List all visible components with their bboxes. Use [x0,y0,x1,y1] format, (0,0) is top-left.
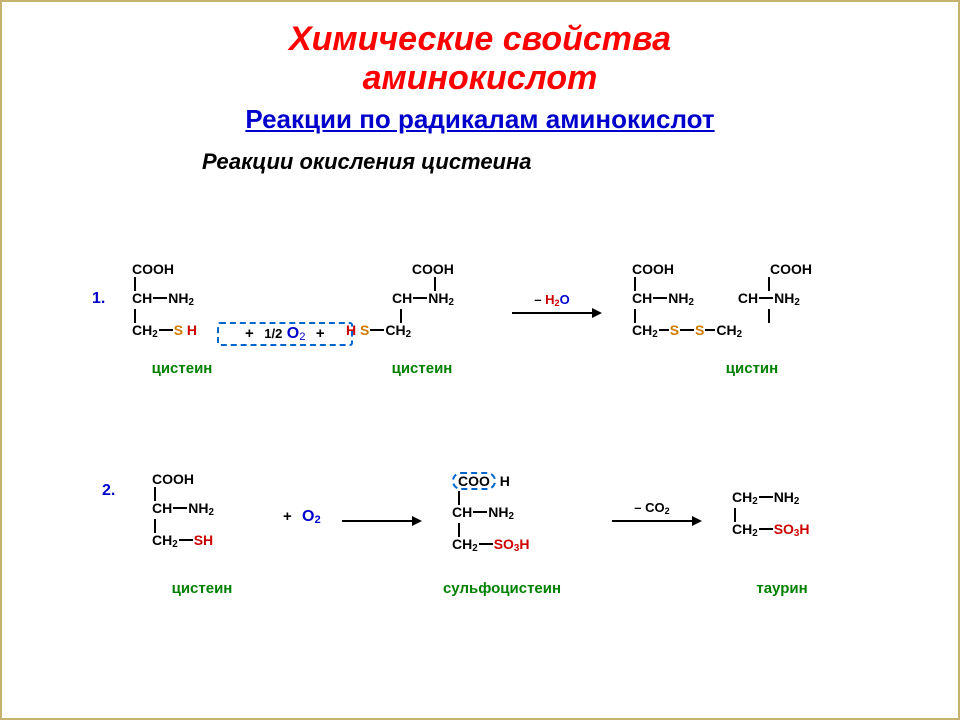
txt: CH [738,290,758,306]
txt: CH [132,322,152,338]
r2-label-right: таурин [722,580,842,597]
txt: COOH [632,261,674,277]
txt: 2 [299,331,305,343]
r1-oxidant-box: H + 1/2 O2 + H [217,322,353,346]
r1-cysteine-right: COOH CHNH2 H SCH2 [392,262,454,340]
txt: 2 [152,329,157,340]
txt: H [545,292,554,307]
arrow-icon [512,306,602,320]
txt: O [560,292,570,307]
txt: H [187,322,197,338]
txt: NH [774,489,794,505]
txt: COOH [770,261,812,277]
txt: 2 [794,297,799,308]
r2-arrow-2: – CO2 [612,492,702,552]
slide-title: Химические свойства аминокислот [2,20,958,98]
r2-sulfocysteine: COO H CHNH2 CH2SO3H [452,472,530,554]
txt: CH [152,500,172,516]
txt: CH [452,504,472,520]
txt: H [799,521,809,537]
plus: + [316,325,325,342]
section-heading: Реакции окисления цистеина [202,149,958,175]
txt: 2 [752,528,757,539]
r1-arrow: – H2O [512,284,602,344]
arrow-icon [612,514,702,528]
txt: CH [732,521,752,537]
txt: SO [774,521,794,537]
txt: SO [494,536,514,552]
slide-frame: Химические свойства аминокислот Реакции … [0,0,960,720]
txt: 2 [314,514,320,526]
txt: CH [632,322,652,338]
txt: S [360,322,369,338]
txt: CH [716,322,736,338]
txt: 2 [188,297,193,308]
txt: 2 [688,297,693,308]
txt: 2 [472,543,477,554]
txt: NH [428,290,448,306]
txt: CO [645,500,665,515]
txt: CH [632,290,652,306]
reaction-1-number: 1. [92,290,105,308]
txt: CH [385,322,405,338]
txt: 2 [737,329,742,340]
txt: H [346,322,356,338]
r1-cysteine-left: COOH CHNH2 CH2S H [132,262,197,340]
r1-label-right: цистин [672,360,832,377]
txt: CH [152,532,172,548]
r2-label-mid: сульфоцистеин [422,580,582,597]
txt: COOH [412,261,454,277]
txt: COO [458,473,490,489]
r2-plus: + [283,508,292,525]
txt: 2 [752,496,757,507]
txt: CH [132,290,152,306]
plus: + [245,325,254,342]
r2-label-left: цистеин [152,580,252,597]
txt: S [670,322,679,338]
r1-label-left: цистеин [132,360,232,377]
txt: 2 [794,496,799,507]
r1-label-mid: цистеин [372,360,472,377]
title-line1: Химические свойства [289,20,671,58]
txt: H [519,536,529,552]
reaction-2-number: 2. [102,482,115,500]
txt: CH [452,536,472,552]
title-line2: аминокислот [363,59,598,97]
txt: NH [488,504,508,520]
r2-O2: O2 [302,508,321,526]
txt: 2 [652,329,657,340]
txt: NH [774,290,794,306]
txt: S [174,322,183,338]
txt: COOH [132,261,174,277]
r2-arrow-1 [342,492,422,552]
slide-subtitle: Реакции по радикалам аминокислот [2,104,958,135]
txt: COOH [152,471,194,487]
txt: S [695,322,704,338]
r1-O: O [287,325,299,342]
txt: 2 [508,511,513,522]
txt: 2 [172,539,177,550]
arrow-icon [342,514,422,528]
r1-cystine: COOHCOOH CHNH2CHNH2 CH2SSCH2 [632,262,812,340]
txt: 2 [448,297,453,308]
txt: CH [732,489,752,505]
txt: 2 [406,329,411,340]
txt: 2 [208,507,213,518]
txt: H [500,473,510,489]
txt: O [302,508,314,525]
r2-cysteine: COOH CHNH2 CH2SH [152,472,214,550]
r1-half: 1/2 [264,326,282,341]
txt: SH [194,532,213,548]
txt: NH [668,290,688,306]
r2-taurine: CH2NH2 CH2SO3H [732,490,810,539]
txt: NH [188,500,208,516]
txt: CH [392,290,412,306]
txt: NH [168,290,188,306]
